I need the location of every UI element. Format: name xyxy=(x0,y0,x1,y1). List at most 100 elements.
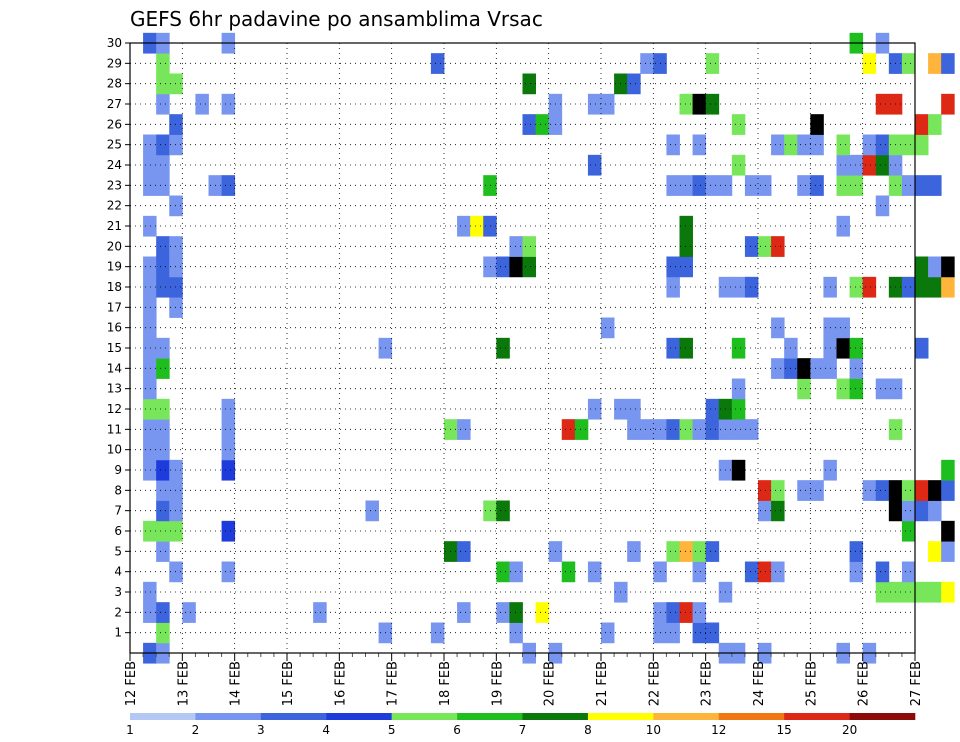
heat-cell xyxy=(849,561,864,583)
heat-cell xyxy=(679,236,693,257)
colorbar-label: 20 xyxy=(842,723,857,737)
heat-cell xyxy=(143,317,157,339)
heat-cell xyxy=(771,480,785,501)
heat-cell xyxy=(692,541,707,562)
gridlines xyxy=(130,43,915,653)
heat-cell xyxy=(640,53,654,74)
heat-cell xyxy=(758,561,772,583)
heat-cell xyxy=(810,114,824,135)
heat-cell xyxy=(928,541,942,562)
heat-cell xyxy=(156,398,170,420)
heat-cell xyxy=(156,276,170,298)
heat-cell xyxy=(496,500,510,522)
heat-cell xyxy=(143,419,157,440)
heat-cell xyxy=(156,602,170,623)
y-tick-label: 24 xyxy=(107,158,122,172)
heat-cell xyxy=(496,602,510,623)
heat-cell xyxy=(771,317,785,339)
heat-cell xyxy=(143,276,157,298)
heat-cell xyxy=(901,561,916,583)
heat-cell xyxy=(928,256,942,278)
heat-cell xyxy=(679,541,693,562)
heat-cell xyxy=(901,134,916,156)
heat-cell xyxy=(915,480,929,501)
heat-cell xyxy=(483,175,497,196)
heat-cell xyxy=(430,622,445,644)
heat-cell xyxy=(836,378,850,400)
colorbar-swatch xyxy=(391,713,458,720)
heat-cell xyxy=(692,602,707,623)
heat-cell xyxy=(901,581,916,603)
heat-cell xyxy=(810,358,824,379)
heat-cell xyxy=(731,398,746,420)
y-tick-label: 13 xyxy=(107,382,122,396)
heat-cell xyxy=(810,134,824,156)
heat-cell xyxy=(156,622,170,644)
colorbar-swatch xyxy=(849,713,916,720)
heat-cell xyxy=(705,53,720,74)
heat-cell xyxy=(509,561,523,583)
heat-cell xyxy=(731,419,746,440)
plot-frame xyxy=(129,42,916,654)
x-tick-label: 25 FEB xyxy=(804,661,819,706)
y-tick-label: 30 xyxy=(107,36,122,50)
x-tick-label: 19 FEB xyxy=(490,661,505,706)
heat-cell xyxy=(731,154,746,176)
heat-cell xyxy=(901,520,916,542)
heat-cell xyxy=(941,581,955,603)
heat-cell xyxy=(666,256,680,278)
x-tick-label: 17 FEB xyxy=(386,661,401,706)
heat-cell xyxy=(143,154,157,176)
heat-cell xyxy=(862,276,877,298)
heat-cell xyxy=(156,236,170,257)
heat-cell xyxy=(666,602,680,623)
heat-cell xyxy=(156,419,170,440)
heat-cell xyxy=(941,459,955,481)
heat-cell xyxy=(771,358,785,379)
colorbar-swatch xyxy=(587,713,654,720)
heat-cell xyxy=(928,276,942,298)
heat-cell xyxy=(156,500,170,522)
heat-cell xyxy=(744,419,759,440)
heat-cell xyxy=(457,419,471,440)
heat-cell xyxy=(457,541,471,562)
heat-cell xyxy=(627,398,641,420)
y-tick-label: 14 xyxy=(107,361,122,375)
heat-cell xyxy=(156,256,170,278)
y-tick-label: 19 xyxy=(107,260,122,274)
x-tick-label: 24 FEB xyxy=(752,661,767,706)
x-tick-label: 16 FEB xyxy=(333,661,348,706)
heat-cell xyxy=(758,175,772,196)
heat-cell xyxy=(666,134,680,156)
heat-cell xyxy=(143,297,157,318)
heat-cell xyxy=(731,459,746,481)
heat-cell xyxy=(156,439,170,461)
heat-cell xyxy=(744,175,759,196)
colorbar-swatch xyxy=(522,713,589,720)
heat-cell xyxy=(509,236,523,257)
heat-cell xyxy=(849,175,864,196)
heat-cell xyxy=(875,581,890,603)
heat-cell xyxy=(862,480,877,501)
heat-cell xyxy=(758,480,772,501)
heat-cell xyxy=(915,276,929,298)
heat-cell xyxy=(928,500,942,522)
y-tick-label: 26 xyxy=(107,117,122,131)
x-tick-label: 23 FEB xyxy=(700,661,715,706)
y-tick-label: 15 xyxy=(107,341,122,355)
heat-cell xyxy=(915,134,929,156)
heat-cell xyxy=(143,581,157,603)
heat-cell xyxy=(627,541,641,562)
heat-cell xyxy=(666,419,680,440)
heat-cell xyxy=(875,378,890,400)
heat-cell xyxy=(496,256,510,278)
colorbar-label: 5 xyxy=(388,723,396,737)
heat-cell xyxy=(928,581,942,603)
heat-cell xyxy=(692,622,707,644)
heat-cell xyxy=(901,480,916,501)
heat-cell xyxy=(640,419,654,440)
heat-cell xyxy=(221,459,236,481)
heat-cell xyxy=(941,93,955,115)
heat-cell xyxy=(915,175,929,196)
x-tick-label: 18 FEB xyxy=(438,661,453,706)
